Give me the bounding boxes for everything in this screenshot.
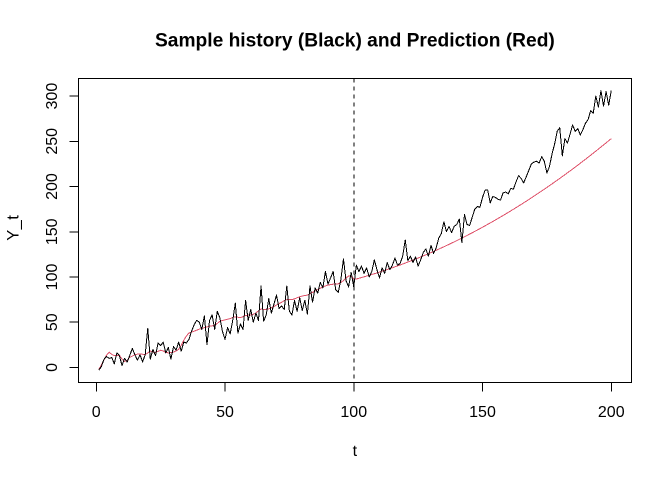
svg-text:150: 150 — [44, 218, 61, 245]
svg-text:300: 300 — [44, 83, 61, 110]
svg-text:100: 100 — [44, 264, 61, 291]
svg-text:t: t — [353, 443, 358, 460]
svg-text:0: 0 — [92, 404, 101, 421]
svg-text:50: 50 — [216, 404, 234, 421]
svg-text:200: 200 — [44, 173, 61, 200]
svg-text:0: 0 — [44, 363, 61, 372]
svg-text:100: 100 — [340, 404, 367, 421]
svg-text:50: 50 — [44, 313, 61, 331]
svg-text:Sample history (Black) and Pre: Sample history (Black) and Prediction (R… — [155, 30, 555, 51]
svg-text:200: 200 — [598, 404, 625, 421]
svg-text:150: 150 — [469, 404, 496, 421]
svg-text:Y_t: Y_t — [4, 215, 22, 241]
svg-text:250: 250 — [44, 128, 61, 155]
